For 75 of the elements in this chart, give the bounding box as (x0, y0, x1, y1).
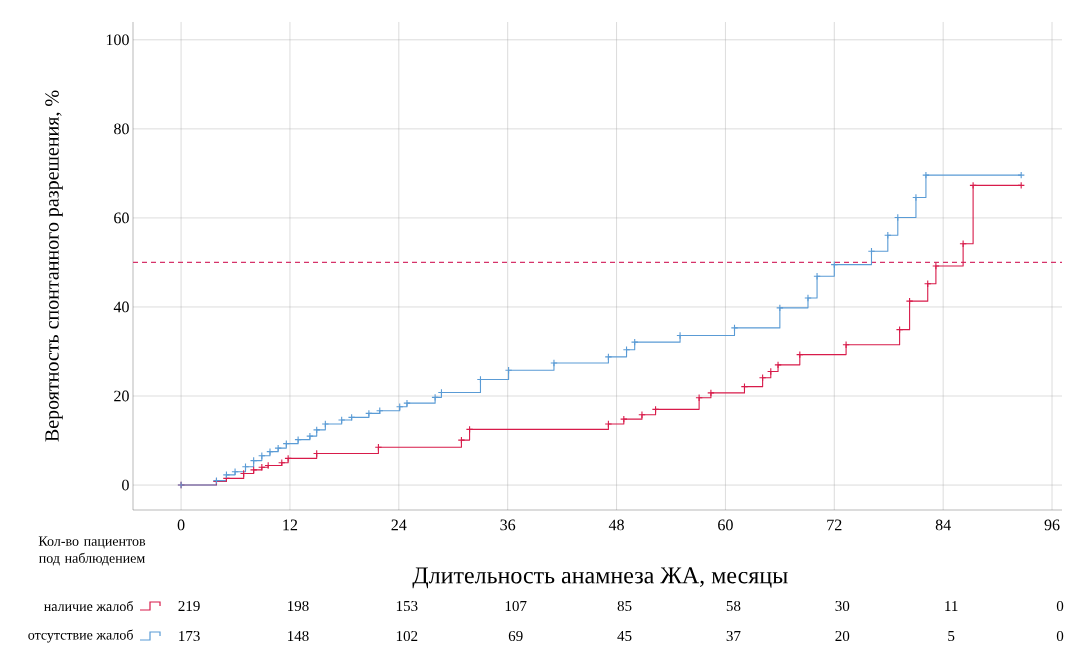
text: 102 (396, 630, 418, 642)
point (630, 338, 639, 346)
text: 45 (617, 631, 632, 641)
point (695, 394, 703, 402)
text: 148 (288, 630, 309, 642)
point (774, 361, 782, 369)
x-tick-label: 0 (177, 519, 185, 531)
point (274, 444, 282, 452)
x-tick-label: 72 (827, 519, 842, 531)
point (294, 435, 302, 444)
point (231, 467, 239, 476)
y-tick-label: 100 (106, 34, 129, 46)
text: 85 (617, 600, 632, 612)
point (730, 324, 739, 332)
text: 0 (1056, 630, 1064, 642)
text: 37 (726, 630, 741, 642)
text: 11 (945, 601, 958, 611)
text: 0 (1056, 600, 1064, 612)
y-axis-title: Вероятность спонтанного разрешения, % (45, 90, 63, 442)
point (804, 294, 812, 302)
point (922, 171, 930, 179)
x-axis-title: Длительность анамнеза ЖА, месяцы (412, 567, 788, 589)
point (651, 405, 660, 414)
point (707, 389, 715, 397)
point (249, 456, 258, 465)
point (266, 447, 274, 456)
text: 198 (288, 600, 309, 612)
point (932, 262, 940, 270)
point (638, 410, 646, 419)
point (431, 393, 439, 402)
text: 173 (179, 630, 200, 642)
text: 30 (835, 600, 850, 612)
point (321, 420, 330, 428)
text: 58 (726, 600, 741, 612)
point (312, 426, 321, 434)
point (895, 325, 904, 334)
point (969, 181, 977, 190)
x-tick-label: 60 (718, 519, 733, 531)
point (284, 454, 292, 463)
point (403, 399, 411, 407)
x-tick-label: 24 (391, 519, 407, 531)
y-tick-label: 0 (122, 479, 129, 491)
point (813, 272, 821, 280)
point (776, 304, 784, 312)
point (842, 341, 850, 349)
legend-title: Кол-во пациентов под наблюдением (38, 536, 146, 566)
point (337, 416, 346, 424)
text: 107 (505, 600, 527, 612)
x-tick-label: 84 (935, 519, 951, 531)
text: 20 (835, 630, 850, 642)
y-tick-label: 20 (114, 390, 129, 402)
x-tick-label: 48 (608, 519, 624, 531)
point (457, 436, 466, 444)
text: 69 (508, 630, 523, 642)
point (282, 439, 291, 448)
y-tick-label: 40 (113, 301, 129, 313)
point (249, 466, 258, 474)
x-tick-label: 36 (500, 519, 516, 531)
point (465, 425, 474, 434)
text: 219 (178, 600, 200, 612)
point (550, 359, 558, 367)
legend-label: отсутствие жалоб (28, 629, 133, 643)
y-tick-label: 80 (114, 123, 129, 135)
point (740, 382, 749, 391)
point (604, 420, 613, 428)
point (347, 413, 356, 422)
x-tick-label: 12 (283, 519, 298, 531)
point (365, 409, 373, 418)
text: 153 (396, 600, 418, 612)
legend-label: наличие жалоб (44, 600, 133, 612)
text: 5 (948, 631, 955, 641)
y-tick-label: 60 (114, 212, 129, 224)
point (959, 239, 967, 248)
x-tick-label: 96 (1044, 519, 1060, 531)
point (306, 432, 314, 440)
